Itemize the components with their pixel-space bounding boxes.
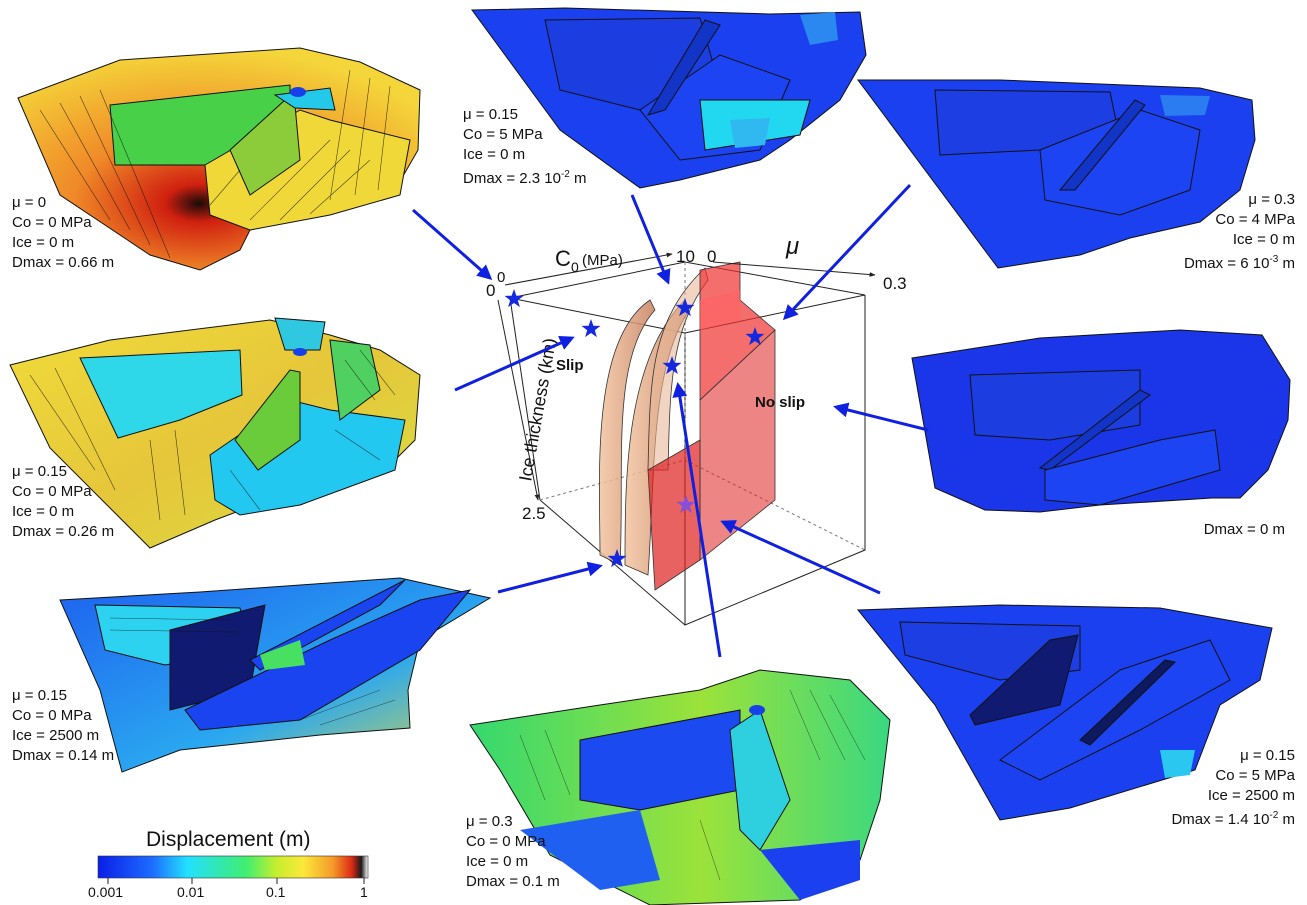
ice-max-tick: 2.5 xyxy=(522,504,546,523)
ice-value: Ice = 0 m xyxy=(12,234,75,251)
star-marker xyxy=(607,549,627,568)
mu-value: μ = 0.3 xyxy=(466,813,513,830)
star-marker xyxy=(662,356,682,375)
dmax-value: Dmax = 0.1 m xyxy=(466,873,560,890)
ice-min-tick: 0 xyxy=(486,281,495,300)
model-panel-mu015-ice2500 xyxy=(59,577,492,773)
model-panel-mu03-co0 xyxy=(469,669,891,905)
ice-axis-label: Ice thickness (km) xyxy=(515,336,560,482)
model-panel-mu015-co0 xyxy=(9,317,421,549)
mu-value: μ = 0.15 xyxy=(1240,747,1295,764)
panel-label-mu03-co4: μ = 0.3 Co = 4 MPa Ice = 0 m Dmax = 6 10… xyxy=(1184,190,1295,274)
star-marker xyxy=(675,298,695,317)
noslip-region-label: No slip xyxy=(755,394,805,411)
arrow xyxy=(454,336,575,392)
model-panel-noslip xyxy=(911,329,1291,513)
panel-label-mu015-ice2500: μ = 0.15 Co = 0 MPa Ice = 2500 m Dmax = … xyxy=(12,686,114,766)
panel-label-mu03-co0: μ = 0.3 Co = 0 MPa Ice = 0 m Dmax = 0.1 … xyxy=(466,812,560,892)
co-value: Co = 0 MPa xyxy=(12,707,92,724)
model-panel-mu0 xyxy=(17,47,421,271)
ice-value: Ice = 0 m xyxy=(466,853,529,870)
dmax-value: Dmax = 6 10-3 m xyxy=(1183,254,1295,272)
dmax-value: Dmax = 2.3 10-2 m xyxy=(463,169,587,187)
star-marker xyxy=(676,495,696,514)
ice-value: Ice = 2500 m xyxy=(1207,787,1295,804)
c0-min-tick: 0 xyxy=(497,269,505,286)
panel-label-mu015-co0: μ = 0.15 Co = 0 MPa Ice = 0 m Dmax = 0.2… xyxy=(12,462,114,542)
co-value: Co = 4 MPa xyxy=(1215,211,1295,228)
arrow xyxy=(412,208,493,280)
panel-label-mu015-co5: μ = 0.15 Co = 5 MPa Ice = 0 m Dmax = 2.3… xyxy=(463,105,587,189)
colorbar xyxy=(97,855,369,884)
star-marker xyxy=(745,327,765,346)
parameter-stars xyxy=(504,289,765,568)
model-panel-mu015-co5-ice2500 xyxy=(856,604,1273,821)
ice-value: Ice = 0 m xyxy=(1232,231,1295,248)
colorbar-title: Displacement (m) xyxy=(146,828,311,851)
colorbar-gradient xyxy=(97,855,369,879)
mu-min-tick: 0 xyxy=(707,247,716,266)
model-panel-mu03-co4 xyxy=(857,79,1256,269)
co-value: Co = 0 MPa xyxy=(466,833,546,850)
slip-region-label: Slip xyxy=(556,357,584,374)
dmax-value: Dmax = 1.4 10-2 m xyxy=(1171,810,1295,828)
arrow xyxy=(782,183,912,321)
mu-max-tick: 0.3 xyxy=(883,274,907,293)
ice-value: Ice = 0 m xyxy=(12,503,75,520)
ice-value: Ice = 0 m xyxy=(463,146,526,163)
star-marker xyxy=(581,319,601,338)
c0-axis-subscript: 0 xyxy=(571,259,579,275)
colorbar-tick: 0.01 xyxy=(177,884,205,900)
panel-label-mu015-co5-ice2500: μ = 0.15 Co = 5 MPa Ice = 2500 m Dmax = … xyxy=(1171,746,1295,830)
mu-value: μ = 0.3 xyxy=(1248,191,1295,208)
mu-value: μ = 0.15 xyxy=(12,463,67,480)
mu-value: μ = 0 xyxy=(12,194,47,211)
arrow xyxy=(833,402,929,432)
colorbar-tick: 1 xyxy=(360,884,368,900)
dmax-value: Dmax = 0 m xyxy=(1203,521,1285,538)
arrow xyxy=(672,382,722,658)
c0-max-tick: 10 xyxy=(676,247,695,266)
mu-axis-label: μ xyxy=(785,233,799,260)
c0-axis-unit: (MPa) xyxy=(582,252,623,269)
dmax-value: Dmax = 0.26 m xyxy=(12,523,115,540)
parameter-cube: C 0 (MPa) 0 10 0 μ 0.3 0 2.5 Ice thickne… xyxy=(486,233,907,626)
co-value: Co = 0 MPa xyxy=(12,214,92,231)
ice-value: Ice = 2500 m xyxy=(12,727,100,744)
co-value: Co = 5 MPa xyxy=(1215,767,1295,784)
star-marker xyxy=(504,289,524,308)
dmax-value: Dmax = 0.66 m xyxy=(12,254,115,271)
connector-arrows xyxy=(412,183,929,658)
panel-label-noslip: Dmax = 0 m xyxy=(1204,520,1285,540)
slip-surface xyxy=(598,299,656,566)
mu-value: μ = 0.15 xyxy=(463,106,518,123)
arrow xyxy=(630,194,671,285)
friction-surface xyxy=(647,439,701,591)
colorbar-tick: 0.1 xyxy=(266,884,286,900)
mu-value: μ = 0.15 xyxy=(12,687,67,704)
arrow xyxy=(497,561,603,594)
c0-axis-label: C xyxy=(555,246,571,271)
slip-surface xyxy=(647,267,709,471)
model-panel-mu015-co5 xyxy=(471,7,867,189)
colorbar-tick: 0.001 xyxy=(88,884,124,900)
co-value: Co = 0 MPa xyxy=(12,483,92,500)
co-value: Co = 5 MPa xyxy=(463,126,543,143)
arrow xyxy=(720,520,881,595)
dmax-value: Dmax = 0.14 m xyxy=(12,747,115,764)
panel-label-mu0: μ = 0 Co = 0 MPa Ice = 0 m Dmax = 0.66 m xyxy=(12,193,114,273)
